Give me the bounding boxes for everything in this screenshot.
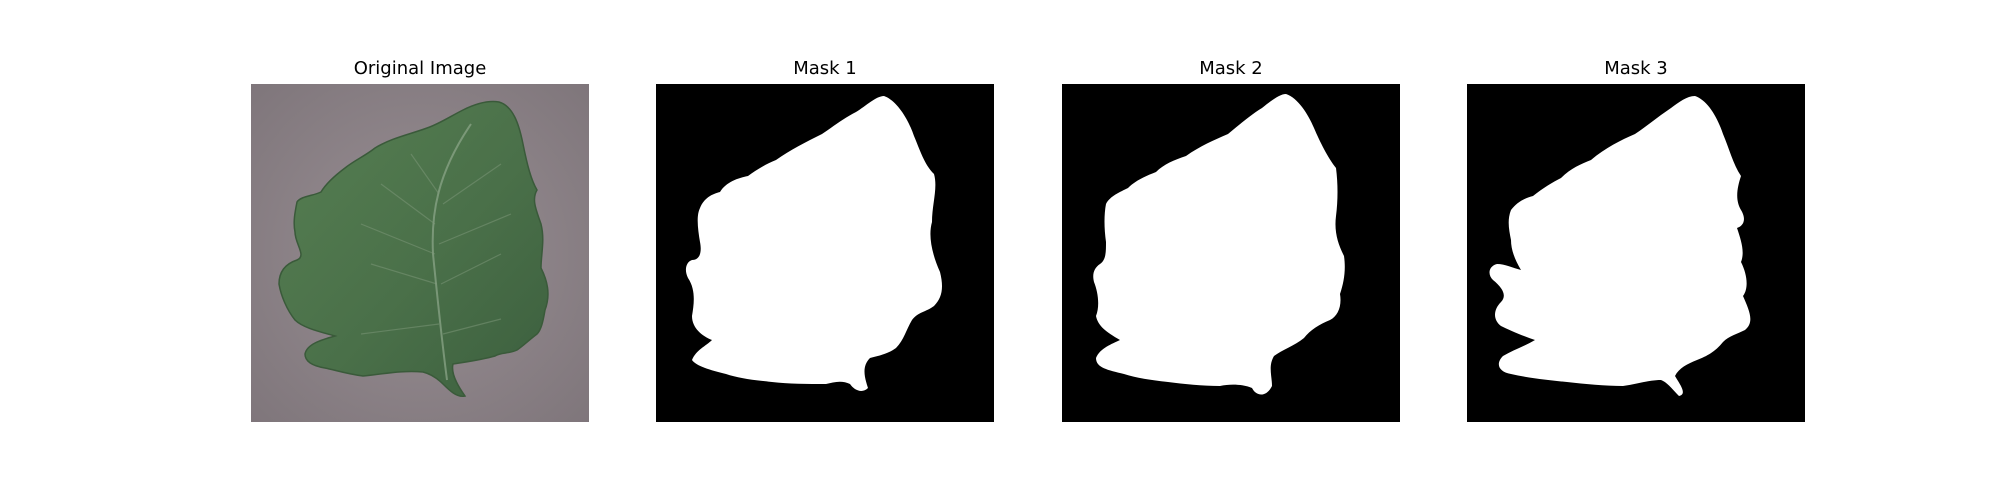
leaf-shape bbox=[278, 100, 549, 398]
mask-1-image bbox=[656, 84, 994, 422]
mask-3-shape bbox=[1489, 96, 1751, 396]
leaf-midrib bbox=[431, 123, 472, 381]
leaf-photo bbox=[251, 84, 589, 422]
panel-title: Original Image bbox=[353, 58, 487, 79]
mask-3-image bbox=[1467, 84, 1805, 422]
mask-2-shape bbox=[1093, 94, 1345, 395]
panel-title: Mask 1 bbox=[793, 58, 857, 79]
panel-title: Mask 3 bbox=[1604, 58, 1668, 79]
mask-2-image bbox=[1062, 84, 1400, 422]
mask-1-shape bbox=[685, 96, 942, 391]
panel-title: Mask 2 bbox=[1199, 58, 1263, 79]
